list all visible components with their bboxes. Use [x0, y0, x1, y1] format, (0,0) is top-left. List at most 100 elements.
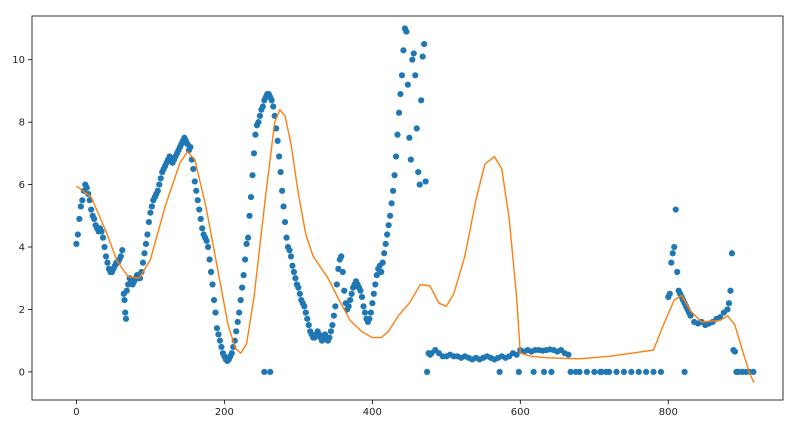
scatter-point: [83, 184, 90, 191]
scatter-point: [197, 215, 204, 223]
scatter-point: [403, 28, 410, 35]
scatter-point: [207, 268, 215, 276]
scatter-point: [681, 368, 688, 376]
scatter-point: [416, 181, 423, 188]
scatter-point: [295, 284, 302, 291]
scatter-point: [378, 268, 385, 276]
scatter-point: [247, 193, 255, 201]
scatter-point: [327, 328, 335, 335]
trend-line: [75, 109, 755, 384]
scatter-point: [496, 368, 503, 376]
y-tick-label: 2: [19, 305, 25, 316]
scatter-point: [187, 144, 194, 151]
scatter-point: [277, 168, 284, 176]
scatter-point: [687, 312, 694, 319]
y-tick-label: 8: [19, 118, 25, 129]
scatter-point: [389, 187, 397, 194]
scatter-point: [650, 368, 657, 376]
scatter-point: [144, 231, 151, 238]
scatter-point: [373, 272, 380, 279]
scatter-point: [147, 209, 154, 216]
scatter-point: [419, 53, 426, 60]
scatter-point: [88, 206, 95, 213]
scatter-point: [672, 206, 679, 213]
scatter-point: [305, 321, 312, 329]
scatter-point: [234, 318, 241, 326]
scatter-point: [392, 153, 400, 160]
y-tick-label: 0: [19, 367, 25, 378]
scatter-point: [400, 47, 407, 54]
scatter-point: [209, 281, 216, 288]
scatter-point: [249, 172, 256, 179]
scatter-point: [407, 156, 414, 163]
scatter-point: [613, 368, 620, 376]
scatter-point: [250, 150, 258, 157]
scatter-point: [302, 309, 309, 316]
scatter-point: [415, 168, 422, 176]
scatter-point: [261, 368, 268, 376]
scatter-point: [348, 290, 355, 297]
scatter-point: [123, 287, 130, 294]
scatter-point: [387, 212, 394, 219]
scatter-point: [385, 222, 392, 229]
scatter-point: [215, 331, 222, 338]
scatter-point: [513, 351, 520, 358]
scatter-point: [218, 343, 225, 351]
scatter-point: [424, 368, 431, 376]
x-tick-label: 200: [215, 407, 234, 418]
scatter-point: [338, 253, 345, 260]
scatter-point: [341, 287, 348, 294]
scatter-point: [540, 368, 548, 376]
scatter-point: [255, 119, 262, 126]
scatter-point: [666, 290, 673, 297]
scatter-point: [156, 181, 163, 188]
scatter-point: [671, 243, 678, 251]
scatter-point: [76, 215, 83, 223]
scatter-point: [674, 268, 681, 276]
scatter-point: [388, 200, 395, 207]
x-tick-label: 800: [659, 407, 678, 418]
scatter-point: [281, 218, 289, 226]
scatter-point: [244, 234, 252, 241]
x-tick-label: 600: [511, 407, 530, 418]
scatter-point: [204, 243, 212, 251]
scatter-point: [210, 296, 218, 304]
scatter-point: [267, 368, 274, 376]
scatter-point: [361, 309, 369, 316]
scatter-point: [290, 268, 298, 276]
scatter-point: [154, 187, 161, 194]
scatter-point: [191, 178, 198, 185]
scatter-point: [104, 259, 111, 266]
axes-spine: [31, 15, 784, 401]
scatter-point: [228, 350, 235, 357]
scatter-point: [292, 275, 299, 282]
scatter-point: [422, 178, 429, 185]
scatter-point: [345, 303, 352, 310]
scatter-point: [283, 234, 290, 241]
scatter-point: [237, 296, 244, 304]
scatter-point: [236, 309, 243, 316]
scatter-point: [139, 259, 147, 266]
scatter-point: [276, 153, 283, 160]
axes-frame: [31, 15, 784, 401]
scatter-point: [643, 368, 650, 376]
scatter-point: [384, 231, 391, 238]
scatter-point: [369, 300, 376, 307]
scatter-point: [157, 175, 164, 182]
axis-ticks: 0 200 400 600 800 0 2 4 6 8 10: [12, 55, 678, 418]
scatter-point: [101, 243, 108, 251]
scatter-point: [79, 197, 86, 204]
scatter-point: [203, 237, 210, 244]
scatter-point: [199, 225, 206, 232]
scatter-point: [243, 240, 250, 248]
scatter-point: [394, 131, 401, 138]
scatter-point: [339, 268, 346, 276]
scatter-point: [194, 197, 201, 204]
scatter-point: [603, 368, 610, 376]
scatter-point: [286, 247, 293, 254]
scatter-point: [326, 334, 333, 341]
scatter-point: [347, 296, 354, 304]
scatter-point: [565, 351, 572, 358]
scatter-point: [117, 253, 124, 260]
